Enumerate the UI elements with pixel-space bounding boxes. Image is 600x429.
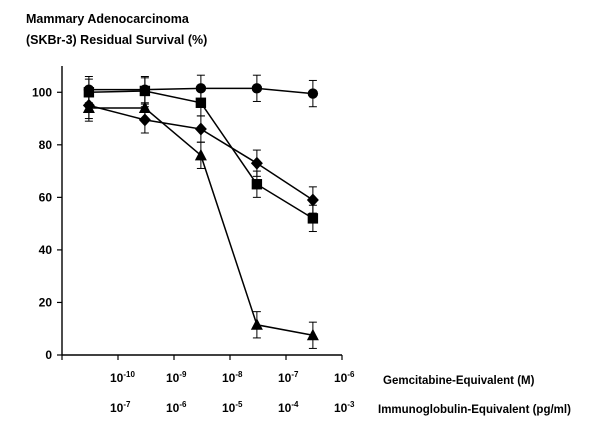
x-tick-label-gemcitabine-base: 10 [278, 371, 292, 385]
marker-circle [307, 88, 319, 99]
x-tick-label-gemcitabine-exponent: -10 [123, 370, 135, 379]
axes: 0 20 40 60 80 100 [32, 66, 343, 362]
x-tick-label-gemcitabine-base: 10 [222, 371, 236, 385]
x-tick-label-gemcitabine-exponent: -9 [179, 370, 187, 379]
marker-square [307, 213, 319, 224]
marker-square [251, 179, 263, 190]
chart-title-line-2: (SKBr-3) Residual Survival (%) [26, 33, 207, 47]
y-tick-label: 60 [39, 190, 53, 204]
marker-circle [195, 83, 207, 94]
x-tick-labels: 10-10 10-9 10-8 10-7 10-610-7 10-6 10-5 10-4 10-… [110, 370, 355, 415]
x-tick-label-immunoglobulin-base: 10 [222, 401, 236, 415]
marker-square [139, 85, 151, 97]
x-tick-label-gemcitabine-exponent: -7 [291, 370, 299, 379]
x-tick-label-immunoglobulin-base: 10 [278, 401, 292, 415]
x-tick-label-immunoglobulin-base: 10 [166, 401, 180, 415]
marker-triangle [306, 328, 319, 341]
x-tick-label-gemcitabine: 10-7 [278, 370, 299, 385]
chart-title-line-1: Mammary Adenocarcinoma [26, 12, 190, 26]
marker-triangle [194, 148, 207, 161]
x-tick-label-immunoglobulin: 10-4 [278, 400, 299, 415]
marker-circle [251, 83, 263, 94]
x-tick-label-gemcitabine-base: 10 [166, 371, 180, 385]
x-tick-label-immunoglobulin: 10-3 [334, 400, 355, 415]
y-tick-label: 40 [39, 243, 53, 257]
marker-diamond [306, 193, 319, 207]
marker-triangle [82, 101, 95, 114]
x-tick-label-immunoglobulin-exponent: -5 [235, 400, 243, 409]
x-tick-label-immunoglobulin-exponent: -7 [123, 400, 131, 409]
y-tick-label: 20 [39, 295, 53, 309]
x-tick-label-gemcitabine: 10-9 [166, 370, 187, 385]
x-tick-label-immunoglobulin-base: 10 [110, 401, 124, 415]
y-tick-label: 80 [39, 138, 53, 152]
x-tick-label-immunoglobulin-exponent: -4 [291, 400, 299, 409]
marker-square [195, 97, 207, 108]
x-tick-label-immunoglobulin: 10-7 [110, 400, 131, 415]
marker-diamond [250, 156, 263, 170]
x-tick-label-gemcitabine: 10-8 [222, 370, 243, 385]
marker-diamond [194, 122, 207, 136]
x-tick-label-gemcitabine: 10-6 [334, 370, 355, 385]
series-square [83, 77, 319, 233]
series-layer [82, 74, 319, 349]
x-tick-label-gemcitabine-base: 10 [110, 371, 124, 385]
series-triangle [82, 94, 319, 349]
x-tick-label-immunoglobulin-base: 10 [334, 401, 348, 415]
x-tick-label-immunoglobulin: 10-6 [166, 400, 187, 415]
x-tick-label-immunoglobulin-exponent: -6 [179, 400, 187, 409]
x-tick-label-immunoglobulin-exponent: -3 [347, 400, 355, 409]
x-axis-label-primary: Gemcitabine-Equivalent (M) [383, 375, 535, 387]
y-tick-label: 0 [45, 348, 52, 362]
x-tick-label-gemcitabine-exponent: -8 [235, 370, 243, 379]
marker-triangle [138, 101, 151, 114]
x-axis-label-secondary: Immunoglobulin-Equivalent (pg/ml) [378, 404, 571, 416]
x-tick-label-gemcitabine-exponent: -6 [347, 370, 355, 379]
marker-triangle [250, 318, 263, 330]
x-tick-label-gemcitabine: 10-10 [110, 370, 135, 385]
x-tick-label-immunoglobulin: 10-5 [222, 400, 243, 415]
y-tick-label: 100 [32, 85, 52, 99]
x-tick-label-gemcitabine-base: 10 [334, 371, 348, 385]
